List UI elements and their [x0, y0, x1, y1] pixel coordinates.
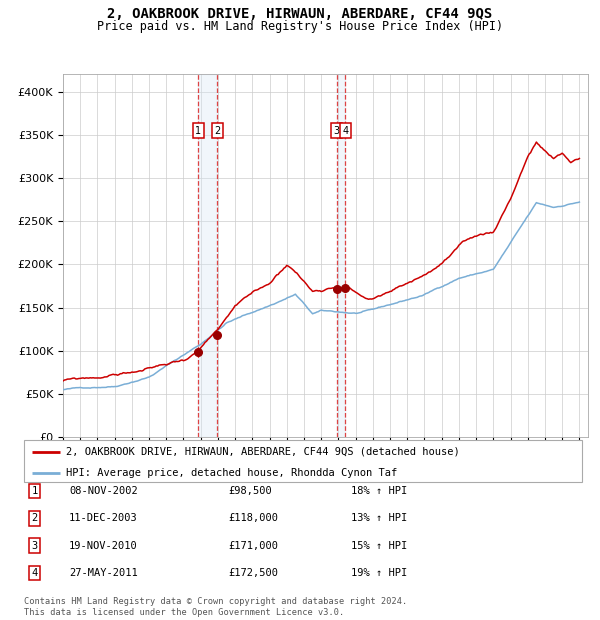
Text: HPI: Average price, detached house, Rhondda Cynon Taf: HPI: Average price, detached house, Rhon… — [66, 468, 397, 478]
Text: 4: 4 — [32, 568, 38, 578]
Text: Contains HM Land Registry data © Crown copyright and database right 2024.
This d: Contains HM Land Registry data © Crown c… — [24, 598, 407, 617]
Text: 3: 3 — [32, 541, 38, 551]
Text: 2, OAKBROOK DRIVE, HIRWAUN, ABERDARE, CF44 9QS (detached house): 2, OAKBROOK DRIVE, HIRWAUN, ABERDARE, CF… — [66, 446, 460, 456]
Text: 2: 2 — [214, 125, 220, 136]
Text: £118,000: £118,000 — [228, 513, 278, 523]
Text: 15% ↑ HPI: 15% ↑ HPI — [351, 541, 407, 551]
Text: £172,500: £172,500 — [228, 568, 278, 578]
Text: 27-MAY-2011: 27-MAY-2011 — [69, 568, 138, 578]
Text: 2, OAKBROOK DRIVE, HIRWAUN, ABERDARE, CF44 9QS: 2, OAKBROOK DRIVE, HIRWAUN, ABERDARE, CF… — [107, 7, 493, 22]
Text: £171,000: £171,000 — [228, 541, 278, 551]
Text: 19% ↑ HPI: 19% ↑ HPI — [351, 568, 407, 578]
Text: 2: 2 — [32, 513, 38, 523]
Text: £98,500: £98,500 — [228, 486, 272, 496]
Text: 13% ↑ HPI: 13% ↑ HPI — [351, 513, 407, 523]
FancyBboxPatch shape — [24, 440, 582, 482]
Text: 4: 4 — [343, 125, 349, 136]
Text: 19-NOV-2010: 19-NOV-2010 — [69, 541, 138, 551]
Text: 1: 1 — [32, 486, 38, 496]
Text: 3: 3 — [334, 125, 340, 136]
Text: 18% ↑ HPI: 18% ↑ HPI — [351, 486, 407, 496]
Bar — [337, 74, 346, 437]
Text: 08-NOV-2002: 08-NOV-2002 — [69, 486, 138, 496]
Text: Price paid vs. HM Land Registry's House Price Index (HPI): Price paid vs. HM Land Registry's House … — [97, 20, 503, 33]
Bar — [198, 74, 217, 437]
Text: 11-DEC-2003: 11-DEC-2003 — [69, 513, 138, 523]
Text: 1: 1 — [195, 125, 202, 136]
